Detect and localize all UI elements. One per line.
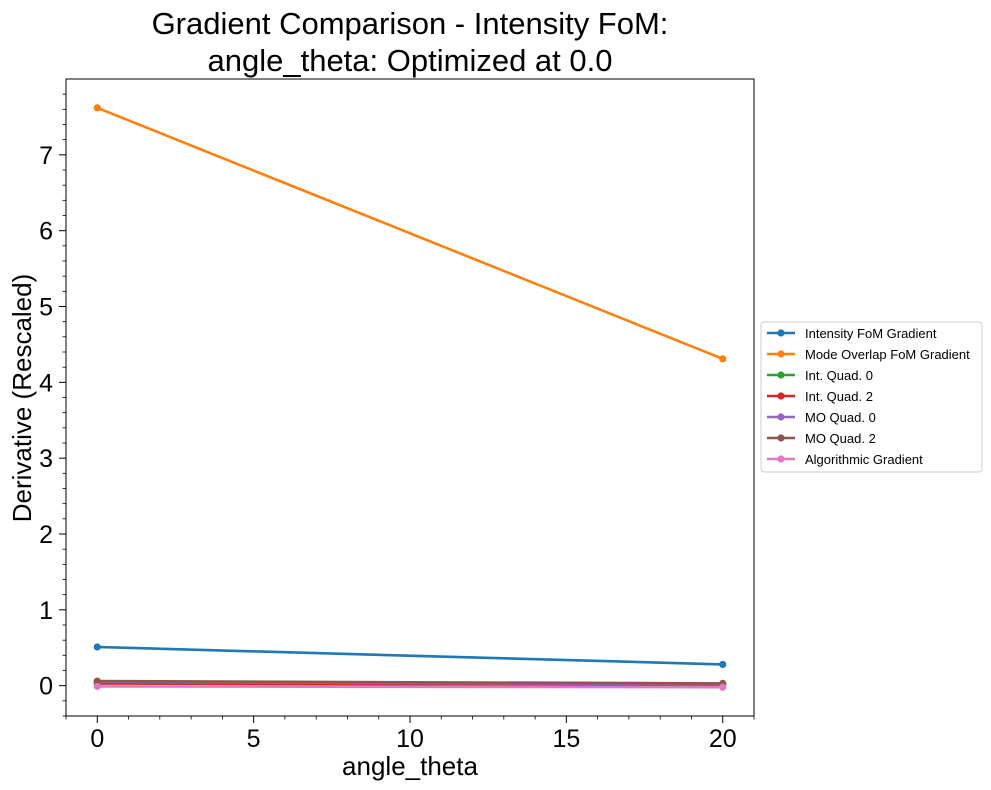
chart-title-line-2: angle_theta: Optimized at 0.0 — [208, 43, 613, 78]
legend-label: MO Quad. 2 — [805, 431, 876, 446]
legend-swatch-marker — [777, 392, 785, 400]
data-point-1-1 — [719, 355, 727, 363]
legend-entry: MO Quad. 0 — [767, 410, 876, 425]
legend-entry: Int. Quad. 2 — [767, 389, 873, 404]
y-tick-label: 5 — [39, 294, 53, 322]
y-tick-label: 6 — [39, 218, 53, 246]
legend-label: MO Quad. 0 — [805, 410, 876, 425]
plot-frame — [65, 78, 755, 717]
y-tick-label: 1 — [39, 597, 53, 625]
legend-swatch-marker — [777, 455, 785, 463]
plot-area: 0 5 10 15 20 0 1 2 3 4 5 6 7 — [39, 78, 755, 753]
legend-entry: Mode Overlap FoM Gradient — [767, 347, 970, 362]
legend-label: Int. Quad. 0 — [805, 368, 873, 383]
legend-swatch-marker — [777, 329, 785, 337]
data-point-1-0 — [93, 104, 101, 112]
legend-entry: Intensity FoM Gradient — [767, 326, 937, 341]
legend-entry: MO Quad. 2 — [767, 431, 876, 446]
x-axis: 0 5 10 15 20 — [65, 716, 755, 753]
legend-swatch-marker — [777, 413, 785, 421]
x-axis-label: angle_theta — [342, 751, 478, 781]
legend-label: Algorithmic Gradient — [805, 452, 923, 467]
legend-entry: Int. Quad. 0 — [767, 368, 873, 383]
y-tick-label: 7 — [39, 142, 53, 170]
legend-label: Intensity FoM Gradient — [805, 326, 937, 341]
legend-entry: Algorithmic Gradient — [767, 452, 923, 467]
series-line-1 — [96, 106, 724, 361]
x-tick-label: 0 — [90, 725, 104, 753]
y-tick-label: 0 — [39, 673, 53, 701]
legend-label: Mode Overlap FoM Gradient — [805, 347, 970, 362]
data-point-6-0 — [93, 682, 101, 691]
y-tick-label: 4 — [39, 369, 53, 397]
series-line-0 — [97, 645, 723, 666]
legend-frame — [760, 321, 983, 473]
chart-title-line-1: Gradient Comparison - Intensity FoM: — [152, 6, 669, 41]
y-tick-label: 3 — [39, 445, 53, 473]
x-tick-label: 20 — [709, 725, 737, 753]
legend-swatch-marker — [777, 434, 785, 442]
y-tick-label: 2 — [39, 521, 53, 549]
legend-label: Int. Quad. 2 — [805, 389, 873, 404]
data-point-0-0 — [93, 643, 101, 651]
data-point-5-0 — [93, 677, 101, 685]
y-axis: 0 1 2 3 4 5 6 7 — [39, 93, 66, 717]
legend-swatch-marker — [777, 371, 785, 379]
data-point-6-1 — [719, 683, 727, 691]
series-layer — [93, 104, 727, 691]
series-line-6 — [97, 685, 723, 689]
legend-swatch-marker — [777, 350, 785, 358]
x-tick-label: 15 — [552, 725, 580, 753]
y-axis-label: Derivative (Rescaled) — [7, 274, 37, 523]
x-tick-label: 5 — [247, 725, 261, 753]
series-line-5 — [97, 679, 723, 685]
x-tick-label: 10 — [396, 725, 424, 753]
legend: Intensity FoM Gradient Mode Overlap FoM G… — [760, 321, 983, 473]
data-point-0-1 — [719, 660, 727, 669]
